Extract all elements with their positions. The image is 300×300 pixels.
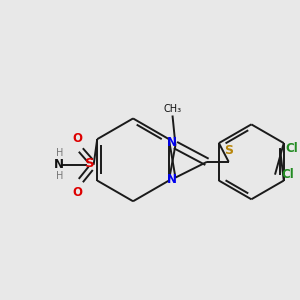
Text: H: H	[56, 171, 63, 181]
Text: Cl: Cl	[281, 168, 294, 181]
Text: CH₃: CH₃	[164, 104, 181, 114]
Text: H: H	[56, 148, 63, 158]
Text: S: S	[85, 158, 94, 170]
Text: Cl: Cl	[286, 142, 298, 154]
Text: N: N	[167, 136, 177, 149]
Text: S: S	[224, 143, 233, 157]
Text: O: O	[73, 132, 83, 145]
Text: N: N	[167, 173, 177, 187]
Text: N: N	[54, 158, 64, 171]
Text: O: O	[73, 186, 83, 199]
